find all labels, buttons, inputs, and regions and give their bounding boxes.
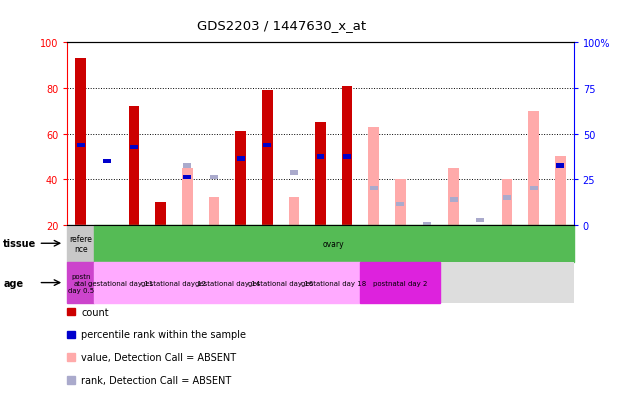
Text: gestational day 16: gestational day 16 (248, 280, 313, 286)
Bar (201, 262, 254, 304)
Bar (556, 164, 564, 169)
Bar (263, 143, 271, 148)
Bar (317, 154, 324, 159)
Text: GDS2203 / 1447630_x_at: GDS2203 / 1447630_x_at (197, 19, 367, 31)
Text: gestational day 12: gestational day 12 (142, 280, 206, 286)
Bar (262, 91, 272, 225)
Text: percentile rank within the sample: percentile rank within the sample (81, 330, 246, 339)
Bar (343, 154, 351, 159)
Bar (502, 180, 512, 225)
Bar (288, 198, 299, 225)
Bar (369, 127, 379, 225)
Bar (237, 157, 245, 161)
Bar (67, 262, 94, 304)
Bar (503, 196, 511, 200)
Bar (449, 168, 459, 225)
Bar (528, 112, 539, 225)
Bar (475, 225, 486, 243)
Bar (183, 175, 191, 180)
Bar (235, 132, 246, 225)
Bar (208, 198, 219, 225)
Text: postn
atal
day 0.5: postn atal day 0.5 (67, 273, 94, 293)
Bar (555, 157, 566, 225)
Text: gestational day 14: gestational day 14 (195, 280, 260, 286)
Text: refere
nce: refere nce (69, 234, 92, 253)
Bar (315, 123, 326, 225)
Text: postnatal day 2: postnatal day 2 (373, 280, 428, 286)
Bar (423, 223, 431, 227)
Bar (396, 202, 404, 207)
Bar (67, 225, 94, 262)
Bar (75, 59, 86, 225)
Bar (182, 168, 192, 225)
Text: gestational day 18: gestational day 18 (301, 280, 367, 286)
Bar (476, 218, 485, 223)
Bar (130, 146, 138, 150)
Bar (254, 262, 307, 304)
Text: gestational day 11: gestational day 11 (88, 280, 153, 286)
Bar (147, 262, 201, 304)
Bar (450, 198, 458, 202)
Bar (370, 187, 378, 191)
Text: tissue: tissue (3, 239, 37, 249)
Text: value, Detection Call = ABSENT: value, Detection Call = ABSENT (81, 352, 237, 362)
Text: age: age (3, 278, 23, 288)
Bar (529, 187, 538, 191)
Bar (77, 143, 85, 148)
Bar (155, 202, 166, 225)
Bar (342, 86, 353, 225)
Bar (290, 171, 298, 175)
Bar (183, 164, 191, 169)
Bar (360, 262, 440, 304)
Bar (94, 262, 147, 304)
Bar (210, 175, 218, 180)
Text: rank, Detection Call = ABSENT: rank, Detection Call = ABSENT (81, 375, 231, 385)
Text: count: count (81, 307, 109, 317)
Bar (129, 107, 139, 225)
Bar (103, 159, 112, 164)
Bar (422, 225, 433, 266)
Bar (307, 262, 360, 304)
Bar (395, 180, 406, 225)
Text: ovary: ovary (323, 239, 345, 248)
